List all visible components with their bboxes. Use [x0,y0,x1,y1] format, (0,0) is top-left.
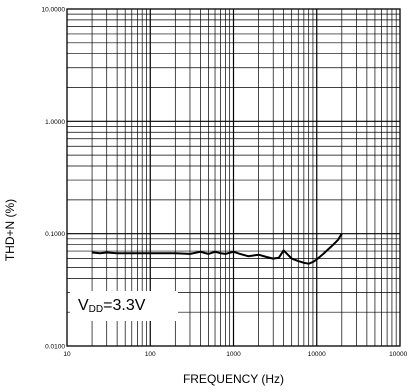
thd-n-series-line [92,233,343,265]
x-tick-label: 10 [63,351,71,358]
y-tick-label: 0.0100 [45,344,65,351]
x-axis-label: FREQUENCY (Hz) [182,372,285,386]
vdd-annotation: VDD=3.3V [70,291,178,321]
annotation-sub: DD [88,304,104,315]
annotation-rest: =3.3V [103,297,146,314]
x-tick-label: 1000 [226,351,241,358]
x-tick-label: 10000 [308,351,326,358]
y-axis-label: THD+N (%) [1,175,19,285]
y-axis-label-text: THD+N (%) [3,198,17,262]
y-tick-label: 0.1000 [45,231,65,238]
y-tick-label: 1.0000 [45,119,65,126]
x-tick-label: 100000 [389,351,407,358]
x-tick-label: 100 [145,351,156,358]
annotation-main: V [78,297,89,314]
y-tick-label: 10.0000 [42,7,66,14]
